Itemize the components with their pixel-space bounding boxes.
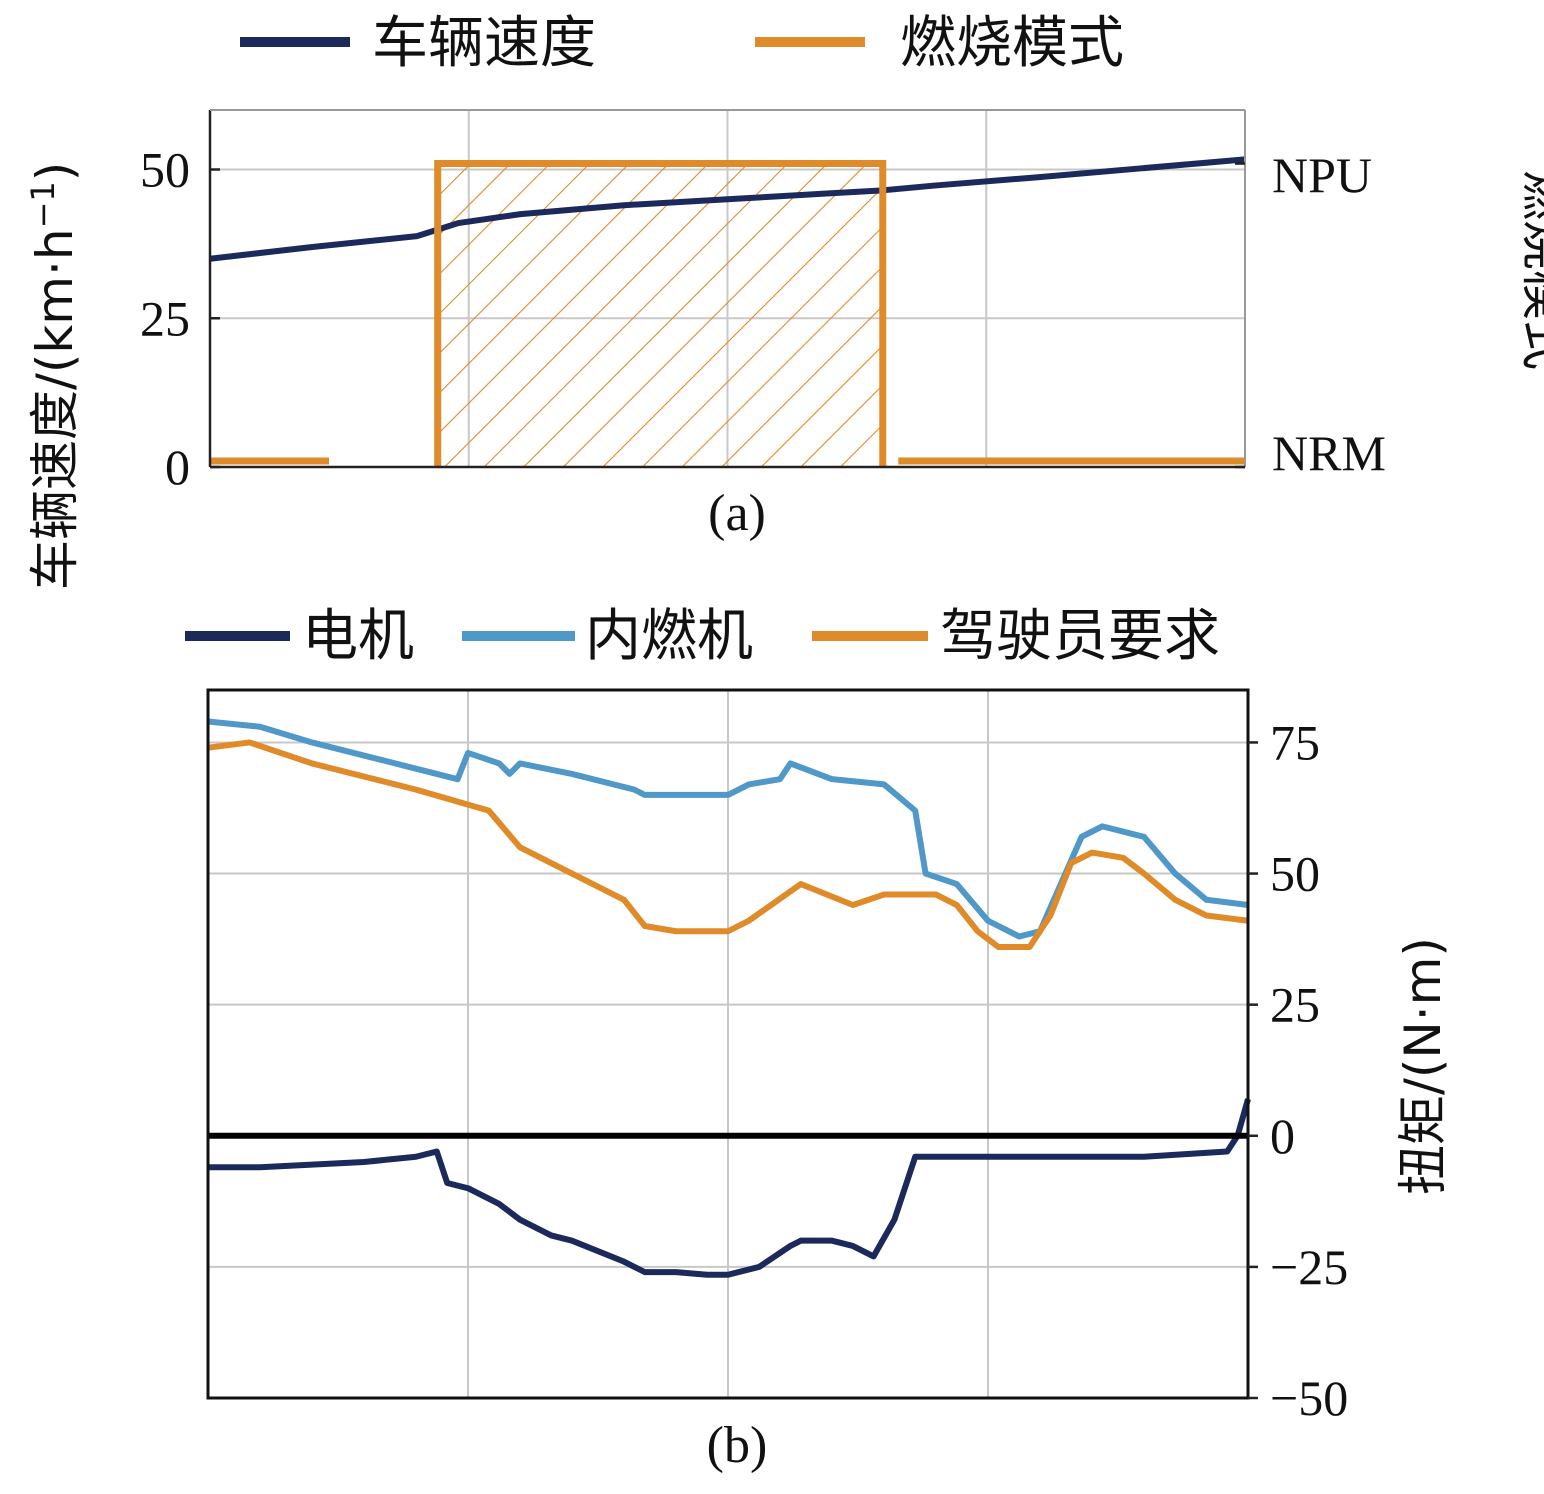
y-axis-title-a-main: 车辆速度/(km·h <box>26 228 84 590</box>
y-axis-title-b: 扭矩/(N·m) <box>1394 937 1452 1195</box>
right-tick-nrm: NRM <box>1272 425 1386 481</box>
y-tick-label-a-2: 50 <box>140 142 190 198</box>
y-axis-title-a-sup: −1 <box>24 181 62 228</box>
y-axis-title-a: 车辆速度/(km·h−1) <box>24 162 84 590</box>
y-axis-title-a-close: ) <box>26 162 84 182</box>
legend-label-driver-demand: 驾驶员要求 <box>940 604 1220 669</box>
series-driver-demand-line <box>207 739 1249 950</box>
y-axis-title-right-a: 燃烧模式 <box>1516 170 1544 370</box>
y-tick-label-b-2: 0 <box>1270 1108 1295 1164</box>
y-ticks-b: −50 −25 0 25 50 75 <box>1248 714 1348 1426</box>
series-a <box>209 156 1246 467</box>
series-engine-line <box>207 718 1249 940</box>
chart-a: 车辆速度 燃烧模式 0 25 50 NPU NRM 车辆速度/(km·h−1) 燃烧… <box>24 11 1544 590</box>
y-tick-label-b-4: 50 <box>1270 846 1320 902</box>
legend-b: 电机 内燃机 驾驶员要求 <box>185 604 1220 669</box>
y-tick-label-b-3: 25 <box>1270 977 1320 1033</box>
y-tick-label-a-0: 0 <box>165 439 190 495</box>
series-combustion-mode-segment-1 <box>434 160 887 467</box>
legend-a: 车辆速度 燃烧模式 <box>240 11 1124 76</box>
caption-b: (b) <box>707 1417 768 1474</box>
caption-a: (a) <box>708 485 766 542</box>
series-motor-line <box>208 1098 1251 1278</box>
y-tick-label-b-1: −25 <box>1270 1239 1348 1295</box>
y-tick-label-b-5: 75 <box>1270 714 1320 770</box>
y-ticks-a: 0 25 50 <box>140 142 1245 495</box>
legend-label-combustion-mode: 燃烧模式 <box>900 11 1124 76</box>
legend-label-engine: 内燃机 <box>585 604 753 669</box>
chart-b: 电机 内燃机 驾驶员要求 −50 −25 0 25 50 75 扭矩/(N·m) (b) <box>185 604 1452 1474</box>
right-tick-npu: NPU <box>1272 147 1372 203</box>
y-tick-label-a-1: 25 <box>140 290 190 346</box>
y-tick-label-b-0: −50 <box>1270 1370 1348 1426</box>
plot-frame-b <box>206 688 1250 1400</box>
series-b <box>207 718 1251 1278</box>
gridlines-b <box>208 690 1248 1398</box>
legend-label-motor: 电机 <box>302 604 414 669</box>
hatched-region <box>437 163 883 468</box>
legend-label-vehicle-speed: 车辆速度 <box>372 11 596 76</box>
series-vehicle-speed-line <box>209 156 1246 262</box>
